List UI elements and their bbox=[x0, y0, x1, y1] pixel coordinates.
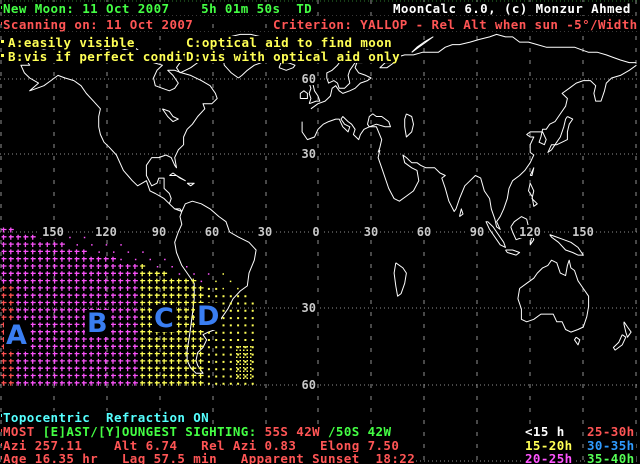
longitude-label: 60 bbox=[205, 225, 219, 239]
sighting-east-coords: 55S 42W bbox=[264, 424, 328, 439]
longitude-label: 150 bbox=[42, 225, 64, 239]
coastline bbox=[161, 108, 179, 123]
coastline bbox=[505, 249, 521, 256]
coastline bbox=[623, 321, 632, 338]
longitude-label: 90 bbox=[470, 225, 484, 239]
age-legend-item: 25-30h bbox=[586, 424, 636, 439]
longitude-label: 90 bbox=[152, 225, 166, 239]
coastline bbox=[612, 334, 627, 351]
longitude-label: 0 bbox=[312, 225, 319, 239]
app-title: MoonCalc 6.0, (c) Monzur Ahmed bbox=[392, 1, 632, 16]
latitude-label: 30 bbox=[302, 147, 316, 161]
age-legend-item: <15 h bbox=[524, 424, 566, 439]
zone-letter-d: D bbox=[195, 301, 222, 332]
coastline bbox=[299, 90, 308, 99]
sighting-prefix: MOST bbox=[3, 424, 43, 439]
longitude-label: 60 bbox=[417, 225, 431, 239]
longitude-label: 120 bbox=[519, 225, 541, 239]
latitude-label: 60 bbox=[302, 72, 316, 86]
coastline bbox=[411, 36, 434, 53]
sighting-line: MOST [E]AST/[Y]OUNGEST SIGHTING: 55S 42W… bbox=[2, 424, 393, 439]
coastline bbox=[367, 113, 391, 128]
latitude-label: 30 bbox=[302, 301, 316, 315]
coastline bbox=[393, 262, 407, 297]
longitude-label: 30 bbox=[364, 225, 378, 239]
age-legend-item: 20-25h bbox=[524, 451, 574, 464]
latitude-label: 60 bbox=[302, 378, 316, 392]
zone-marks bbox=[1, 227, 138, 386]
coastline bbox=[459, 208, 464, 218]
longitude-label: 150 bbox=[572, 225, 594, 239]
new-moon-info: New Moon: 11 Oct 2007 5h 01m 50s TD bbox=[2, 1, 314, 16]
zone-letter-a: A bbox=[4, 320, 29, 351]
coastline bbox=[169, 172, 186, 182]
age-line: Age 16.35 hr Lag 57.5 min Apparent Sunse… bbox=[2, 451, 417, 464]
coastline bbox=[20, 49, 218, 212]
visibility-key-b: B:vis if perfect condition bbox=[7, 49, 216, 64]
coastline bbox=[547, 116, 574, 153]
coastline bbox=[301, 116, 383, 153]
azimuth-line: Azi 257.11 Alt 6.74 Rel Azi 0.83 Elong 7… bbox=[2, 438, 401, 453]
zone-dots bbox=[207, 273, 254, 385]
coastline bbox=[549, 234, 584, 256]
coastline bbox=[574, 336, 581, 346]
row-bullet bbox=[1, 54, 4, 57]
sighting-young-coords: /50S 42W bbox=[327, 424, 392, 439]
scanning-date: Scanning on: 11 Oct 2007 bbox=[2, 17, 195, 32]
coastline bbox=[529, 167, 535, 176]
visibility-key-d: D:vis with optical aid only bbox=[185, 49, 401, 64]
coastline bbox=[528, 182, 538, 207]
coastline bbox=[186, 182, 195, 187]
visibility-key-c: C:optical aid to find moon bbox=[185, 35, 394, 50]
zone-letter-c: C bbox=[152, 303, 176, 334]
coastline bbox=[485, 221, 506, 248]
coastline bbox=[377, 64, 637, 230]
zone-letter-b: B bbox=[85, 308, 110, 339]
longitude-label: 30 bbox=[258, 225, 272, 239]
age-legend-item: 30-35h bbox=[586, 438, 636, 453]
row-bullet bbox=[1, 40, 4, 43]
coastline bbox=[404, 113, 414, 138]
age-legend-item: 15-20h bbox=[524, 438, 574, 453]
coastline bbox=[517, 259, 590, 333]
coastline bbox=[174, 200, 257, 374]
age-legend-item: 35-40h bbox=[586, 451, 636, 464]
longitude-label: 120 bbox=[95, 225, 117, 239]
sighting-label: [E]AST/[Y]OUNGEST SIGHTING: bbox=[42, 424, 265, 439]
visibility-key-a: A:easily visible bbox=[7, 35, 136, 50]
criterion-label: Criterion: YALLOP - Rel Alt when sun -5°… bbox=[272, 17, 639, 32]
topocentric-status: Topocentric Refraction ON bbox=[2, 410, 211, 425]
